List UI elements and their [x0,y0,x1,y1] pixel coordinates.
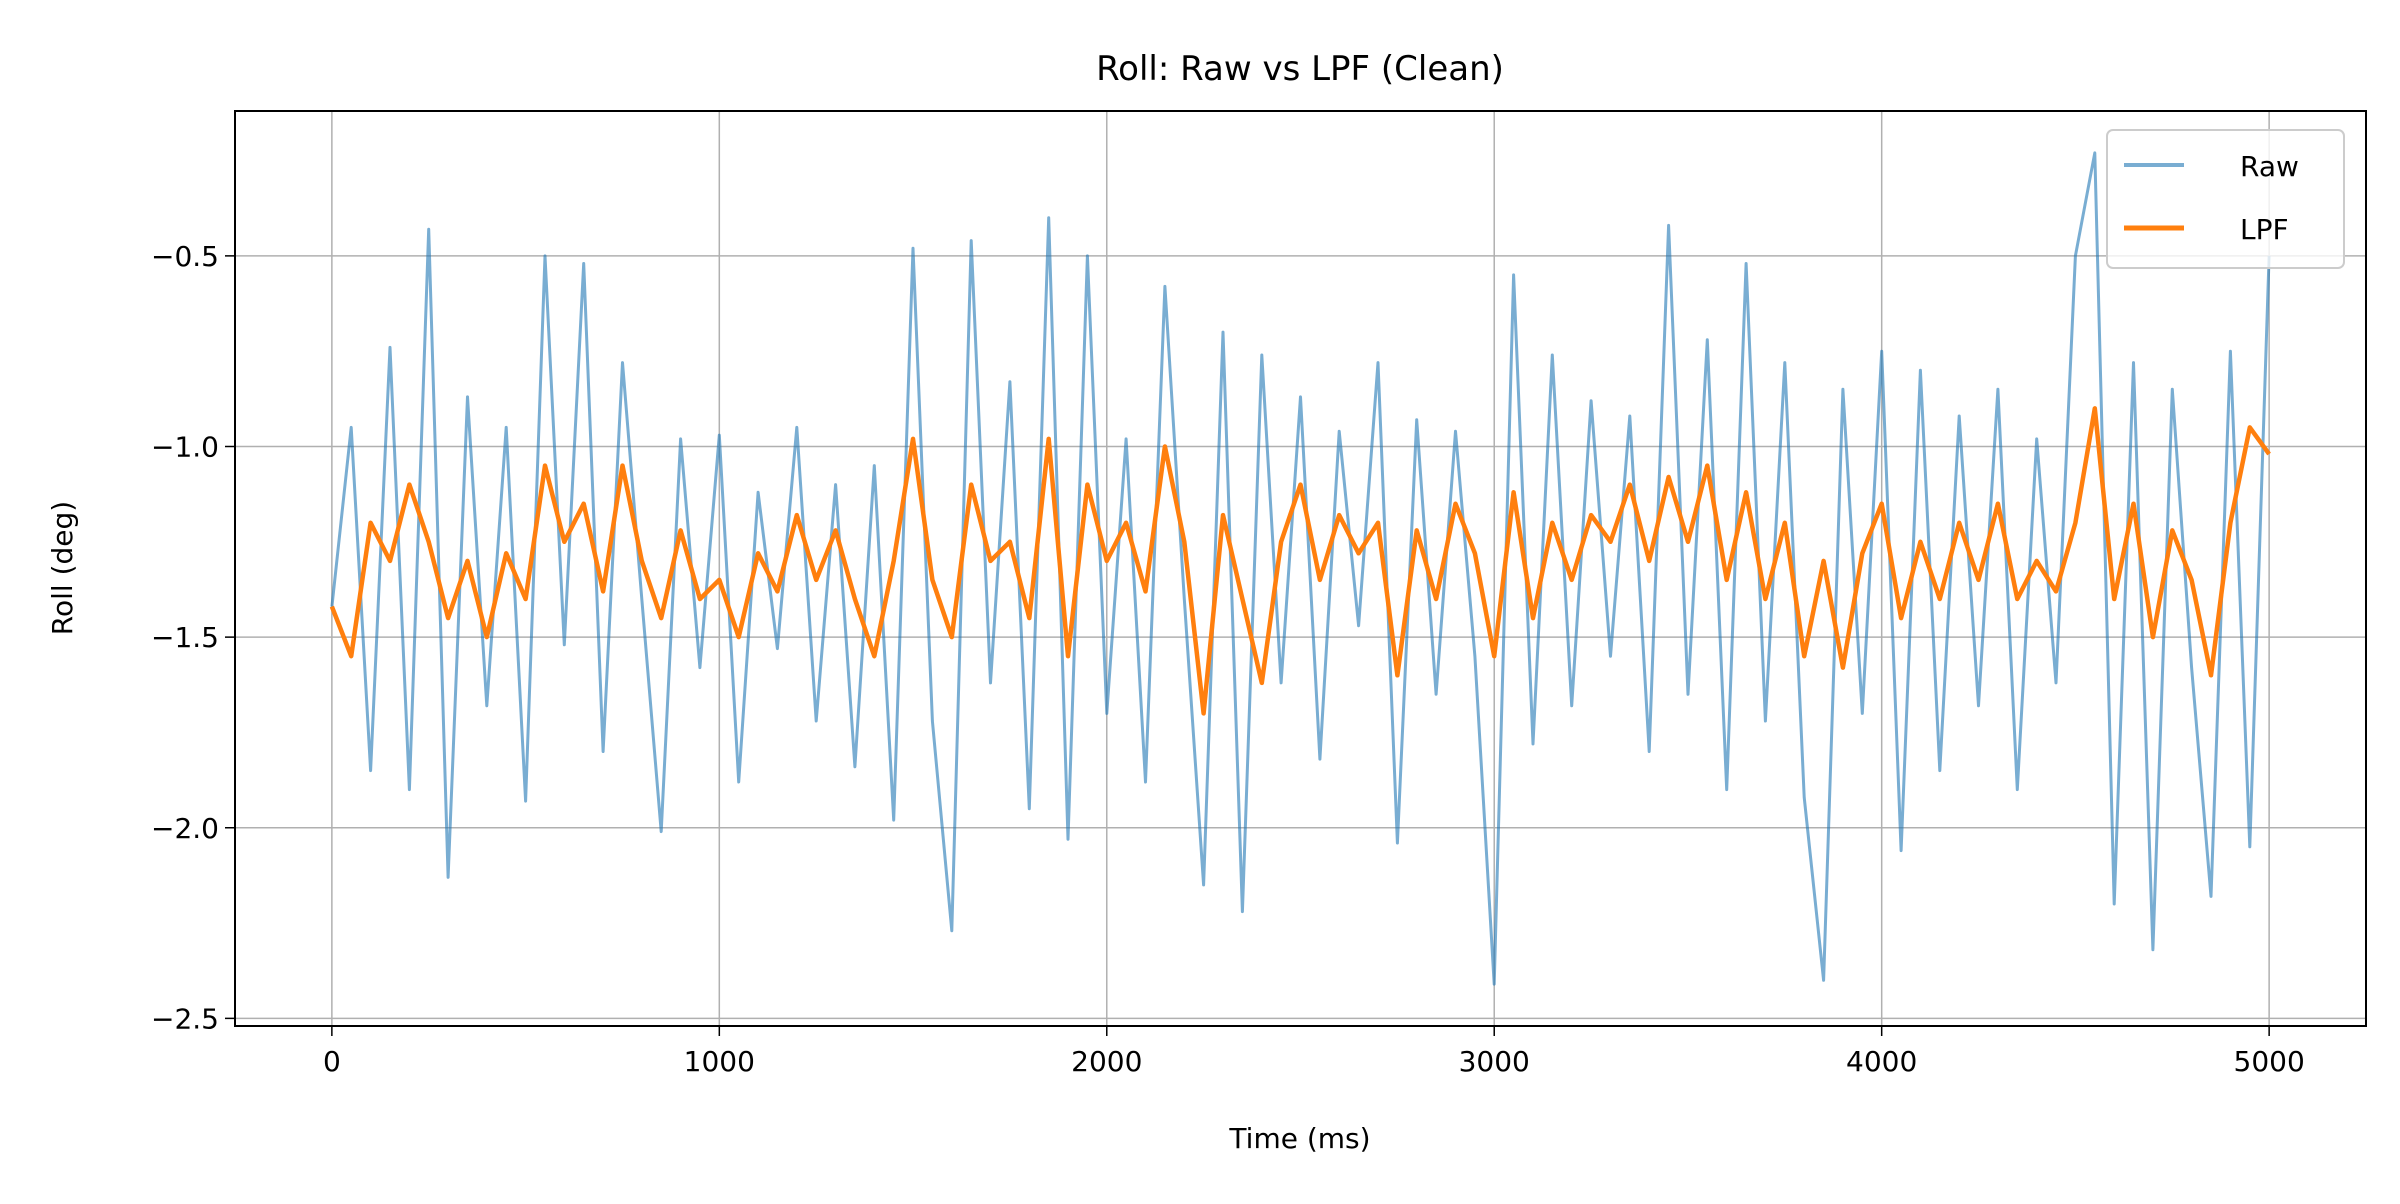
x-tick-label: 4000 [1846,1045,1917,1078]
legend-label-raw: Raw [2240,150,2299,183]
y-tick-label: −1.5 [151,621,219,654]
legend: Raw LPF [2107,130,2344,268]
y-tick-label: −2.0 [151,812,219,845]
legend-label-lpf: LPF [2240,213,2289,246]
x-tick-label: 2000 [1071,1045,1142,1078]
y-tick-label: −2.5 [151,1002,219,1035]
y-tick-label: −1.0 [151,431,219,464]
chart-title: Roll: Raw vs LPF (Clean) [1096,49,1504,89]
y-tick-label: −0.5 [151,240,219,273]
x-tick-label: 1000 [684,1045,755,1078]
x-axis-label: Time (ms) [1228,1122,1370,1155]
y-axis-label: Roll (deg) [46,501,79,635]
x-tick-label: 0 [323,1045,341,1078]
x-tick-label: 5000 [2234,1045,2305,1078]
legend-box [2107,130,2344,268]
x-tick-label: 3000 [1459,1045,1530,1078]
